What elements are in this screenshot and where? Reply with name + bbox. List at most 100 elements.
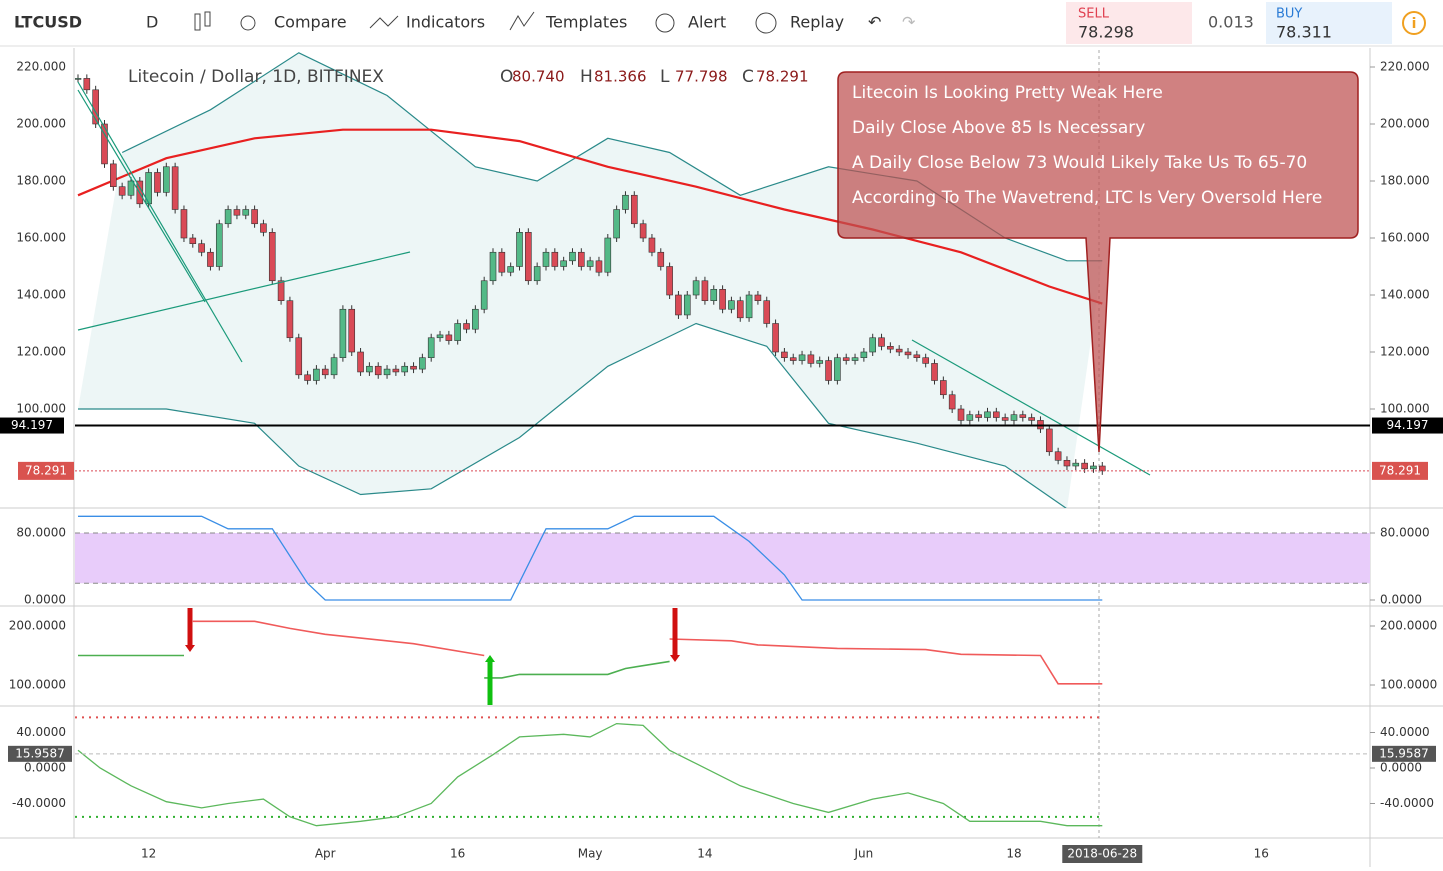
y-tick-label: 160.000 [16,231,66,245]
undo[interactable]: ↶ [868,13,881,32]
interval[interactable]: D [146,13,158,32]
candle [171,166,179,210]
candle [207,251,214,267]
candle [339,308,347,359]
legend-text: H [580,67,593,87]
panes [0,48,1443,867]
y-tick-label: 220.000 [16,60,66,74]
compare-icon[interactable] [240,15,256,31]
candle [551,251,559,267]
candle [463,323,470,330]
price-tag-label: 94.197 [1387,418,1429,432]
y-tick-label: 200.000 [1380,117,1430,131]
value-tag-label: 15.9587 [15,746,65,760]
indicators-icon[interactable] [369,15,399,29]
candle [728,300,735,310]
y-tick-label: 180.000 [16,174,66,188]
candle [251,209,258,225]
sell-button[interactable] [1066,2,1192,44]
price-tag [1372,461,1428,480]
price-tag-label: 78.291 [1379,463,1421,477]
y-tick-label: 120.000 [16,345,66,359]
trend-line [77,81,243,363]
candle [878,337,885,347]
y-tick-label: 140.000 [16,288,66,302]
y-tick-label: 180.000 [1380,174,1430,188]
symbol[interactable]: LTCUSD [14,13,82,32]
y-tick-label: 0.0000 [1380,593,1422,607]
candle [860,351,868,358]
candle [869,337,877,353]
candle [101,123,108,165]
x-tick-label: 12 [141,847,156,861]
legend-text: O [500,67,513,87]
callout-text: Daily Close Above 85 Is Necessary [852,118,1145,138]
candle [145,172,152,205]
y-tick-label: 0.0000 [24,593,66,607]
candle [189,237,197,244]
x-tick-label: Jun [853,847,873,861]
candle [781,351,788,358]
candle [842,357,850,361]
replay-icon[interactable] [755,12,777,34]
candle [154,172,161,193]
candle [639,223,647,239]
candle [613,209,620,239]
candle-icon[interactable] [194,11,211,31]
candle [110,163,117,187]
toolbar-item[interactable]: Replay [790,13,844,32]
candle [542,251,550,267]
candle [763,300,771,324]
toolbar-item[interactable]: Indicators [406,13,485,32]
candle [1010,414,1018,421]
candle [710,288,718,301]
legend-text: 81.366 [594,68,647,86]
candle [118,186,126,196]
candle [745,294,753,319]
buy-button[interactable] [1266,2,1392,44]
candle [304,374,311,381]
legend-text: C [742,67,754,87]
y-tick-label: 120.000 [1380,345,1430,359]
toolbar-item[interactable]: Templates [545,13,627,32]
candle [922,357,929,364]
candle [392,368,400,373]
candle [966,414,974,421]
y-tick-label: 100.000 [1380,402,1430,416]
candle [445,334,453,341]
candle [1072,462,1080,467]
y-tick-label: 80.0000 [1380,526,1430,540]
toolbar-item[interactable]: Alert [688,13,726,32]
candle [772,323,779,353]
candle [75,78,82,80]
sell-label: SELL [1078,7,1110,22]
alert-icon[interactable] [655,13,675,33]
candle [374,365,382,376]
y-tick-label: 40.0000 [1380,725,1430,739]
candle [1001,417,1009,421]
candle [604,237,612,273]
info-glyph: i [1412,16,1417,32]
y-tick-label: 100.0000 [9,678,66,692]
candle [436,334,444,339]
info-icon[interactable] [1402,11,1426,35]
candle [1090,465,1097,470]
templates-icon[interactable] [509,11,535,31]
candle [127,180,135,196]
candle [1046,428,1053,453]
price-tag [1372,417,1443,434]
y-tick-label: 100.000 [16,402,66,416]
candle [454,323,461,341]
x-tick-label: 14 [697,847,712,861]
price-tag-label: 94.197 [11,418,53,432]
candle [789,357,797,361]
price-tag-label: 78.291 [25,463,67,477]
buy-price: 78.311 [1276,23,1332,42]
candle [940,380,947,396]
x-tick-label: 2018-06-28 [1067,847,1137,861]
candle [683,294,691,316]
y-tick-label: 220.000 [1380,60,1430,74]
candle [525,232,532,282]
redo[interactable]: ↷ [902,13,916,32]
toolbar-item[interactable]: Compare [274,13,347,32]
